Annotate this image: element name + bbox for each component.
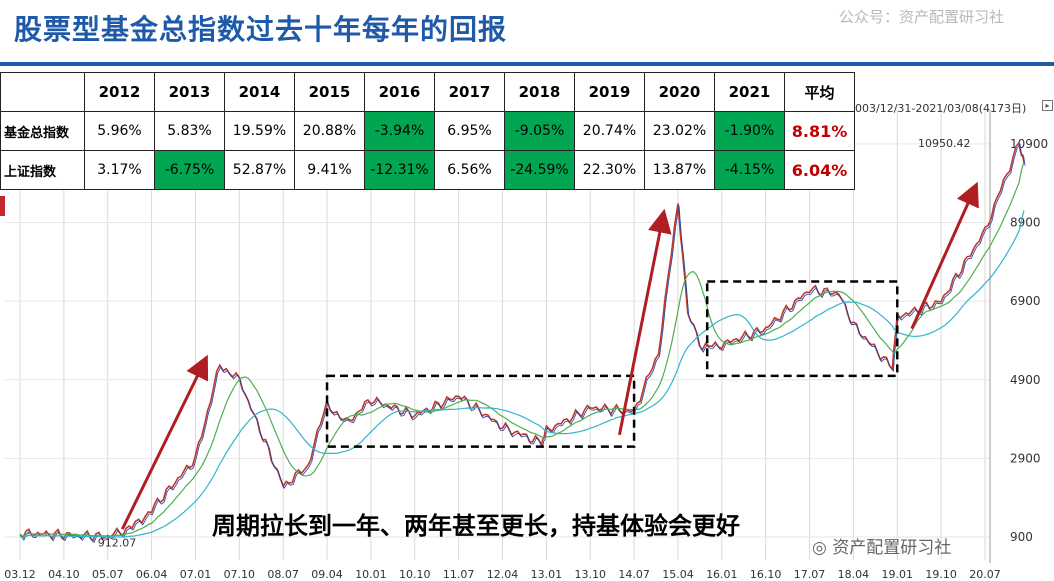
table-row: 基金总指数 5.96% 5.83% 19.59% 20.88% -3.94% 6… — [0, 111, 855, 151]
x-tick-label: 12.04 — [487, 568, 519, 581]
page-title: 股票型基金总指数过去十年每年的回报 — [14, 13, 508, 46]
row-label: 上证指数 — [0, 150, 85, 190]
watermark-bottom-text: 资产配置研习社 — [832, 538, 952, 558]
x-tick-label: 13.01 — [531, 568, 563, 581]
average-cell: 6.04% — [784, 150, 855, 190]
average-header: 平均 — [784, 72, 855, 112]
moving-average-short — [19, 162, 1025, 537]
chart-annotations: 912.07 10950.42 — [98, 137, 971, 550]
x-tick-label: 20.07 — [969, 568, 1001, 581]
return-cell: -1.90% — [714, 111, 785, 151]
x-tick-label: 09.04 — [311, 568, 343, 581]
annual-returns-table: 2012 2013 2014 2015 2016 2017 2018 2019 … — [0, 72, 855, 190]
return-cell: 5.83% — [154, 111, 225, 151]
average-cell: 8.81% — [784, 111, 855, 151]
x-tick-label: 13.10 — [574, 568, 606, 581]
return-cell: -6.75% — [154, 150, 225, 190]
moving-average-long — [19, 210, 1025, 539]
x-tick-label: 07.10 — [224, 568, 256, 581]
x-tick-label: 14.07 — [618, 568, 650, 581]
return-cell: -3.94% — [364, 111, 435, 151]
x-tick-label: 16.10 — [750, 568, 782, 581]
return-cell: 52.87% — [224, 150, 295, 190]
return-cell: 19.59% — [224, 111, 295, 151]
return-cell: -12.31% — [364, 150, 435, 190]
x-tick-label: 18.04 — [838, 568, 870, 581]
consolidation-box — [705, 280, 899, 378]
x-tick-label: 15.04 — [662, 568, 694, 581]
return-cell: -24.59% — [504, 150, 575, 190]
consolidation-box — [325, 374, 636, 448]
y-tick-label: 4900 — [1010, 373, 1041, 387]
x-tick-label: 11.07 — [443, 568, 475, 581]
x-tick-label: 10.10 — [399, 568, 431, 581]
return-cell: -4.15% — [714, 150, 785, 190]
return-cell: 20.74% — [574, 111, 645, 151]
year-header: 2021 — [714, 72, 785, 112]
y-tick-label: 900 — [1010, 530, 1033, 544]
year-header: 2019 — [574, 72, 645, 112]
y-tick-label: 2900 — [1010, 451, 1041, 465]
return-cell: 3.17% — [84, 150, 155, 190]
price-line-shadow — [20, 143, 1026, 544]
x-tick-label: 08.07 — [267, 568, 299, 581]
year-header: 2018 — [504, 72, 575, 112]
x-tick-label: 16.01 — [706, 568, 738, 581]
x-tick-label: 10.01 — [355, 568, 387, 581]
date-range-label: 2003/12/31-2021/03/08(4173日) — [848, 102, 1027, 115]
y-tick-label: 6900 — [1010, 294, 1041, 308]
min-value-label: 912.07 — [98, 536, 136, 549]
table-header-row: 2012 2013 2014 2015 2016 2017 2018 2019 … — [0, 72, 855, 112]
x-tick-label: 05.07 — [92, 568, 124, 581]
wechat-icon: ◎ — [812, 538, 827, 558]
year-header: 2013 — [154, 72, 225, 112]
year-header: 2020 — [644, 72, 715, 112]
consolidation-boxes — [325, 280, 899, 448]
year-header: 2017 — [434, 72, 505, 112]
year-header: 2015 — [294, 72, 365, 112]
price-line — [19, 140, 1025, 542]
max-value-label: 10950.42 — [918, 137, 971, 150]
x-tick-label: 04.10 — [48, 568, 80, 581]
return-cell: 23.02% — [644, 111, 715, 151]
return-cell: 20.88% — [294, 111, 365, 151]
table-row: 上证指数 3.17% -6.75% 52.87% 9.41% -12.31% 6… — [0, 150, 855, 190]
x-axis: 03.12 04.10 05.07 06.04 07.01 07.10 08.07 09.04… — [4, 568, 1001, 581]
trend-arrow — [617, 208, 672, 436]
trend-arrow — [121, 354, 209, 530]
x-tick-label: 19.01 — [882, 568, 914, 581]
x-tick-label: 06.04 — [136, 568, 168, 581]
trend-arrow — [910, 181, 979, 330]
x-tick-label: 07.01 — [180, 568, 212, 581]
year-header: 2014 — [224, 72, 295, 112]
title-divider — [0, 62, 1054, 66]
x-tick-label: 03.12 — [4, 568, 36, 581]
watermark-bottom: ◎ 资产配置研习社 — [812, 533, 951, 558]
year-header: 2012 — [84, 72, 155, 112]
trend-arrows — [121, 181, 979, 530]
red-accent-mark — [0, 196, 5, 216]
watermark-text: 公众号：资产配置研习社 — [838, 8, 1004, 26]
return-cell: 22.30% — [574, 150, 645, 190]
return-cell: 6.95% — [434, 111, 505, 151]
x-tick-label: 19.10 — [925, 568, 957, 581]
settings-icon[interactable]: ▸ — [1042, 100, 1053, 111]
chart-caption: 周期拉长到一年、两年甚至更长，持基体验会更好 — [212, 511, 740, 540]
return-cell: -9.05% — [504, 111, 575, 151]
y-tick-label: 8900 — [1010, 216, 1041, 230]
return-cell: 6.56% — [434, 150, 505, 190]
return-cell: 5.96% — [84, 111, 155, 151]
chart-series — [19, 140, 1026, 544]
year-header: 2016 — [364, 72, 435, 112]
return-cell: 13.87% — [644, 150, 715, 190]
table-corner-cell — [0, 72, 85, 112]
x-tick-label: 17.07 — [794, 568, 826, 581]
row-label: 基金总指数 — [0, 111, 85, 151]
return-cell: 9.41% — [294, 150, 365, 190]
